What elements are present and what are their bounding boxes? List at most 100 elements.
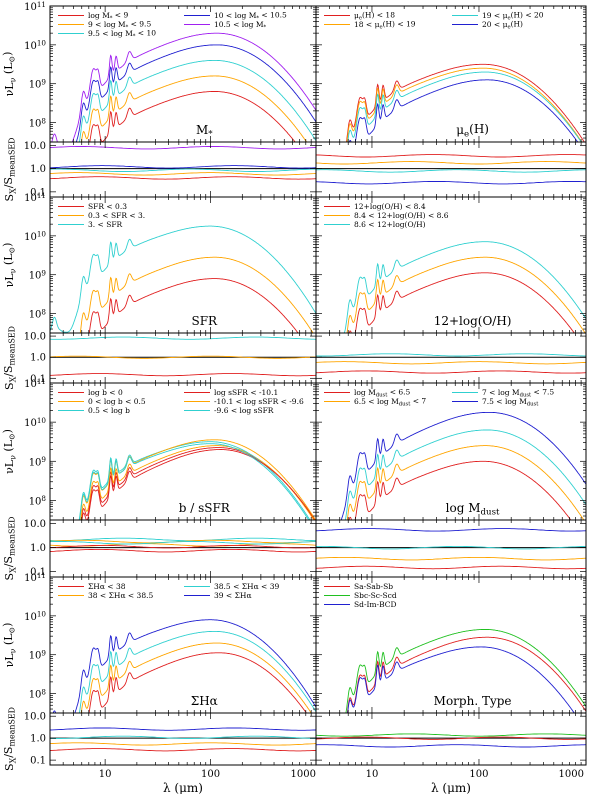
panel-label: log Mdust​ (446, 501, 500, 518)
ratio-ylabel: SX​/SmeanSED​ (2, 138, 17, 202)
legend-entry: 10.5 < log M*​ (214, 20, 267, 31)
legend-entry: Sbc-Sc-Scd (354, 591, 397, 600)
legend-entry: 6.5 < log Mdust​ < 7 (354, 396, 426, 407)
ratio-frame (315, 712, 587, 766)
panel-label: ΣHα (191, 694, 218, 708)
sed-line-mdust-2 (344, 429, 586, 520)
sed-line-sigmaha-0 (83, 652, 307, 713)
ratio-line-mstar-3 (50, 165, 316, 169)
panel-label: 12+log(O/H) (434, 314, 512, 328)
panel-oh: 12+log(O/H) 12+log(O/H) < 8.48.4 < 12+log… (315, 196, 587, 384)
legend-entry: 38.5 < ΣHα < 39 (214, 582, 279, 591)
ratio-line-mue-2 (316, 169, 586, 173)
ratio-ylabel: SX​/SmeanSED​ (2, 517, 17, 581)
ratio-line-mue-1 (316, 161, 586, 165)
sed-tick-label: 109​ (29, 77, 47, 90)
ratio-tick-label: 1.0 (30, 164, 46, 175)
legend-entry: 8.4 < 12+log(O/H) < 8.6 (354, 211, 449, 220)
legend-entry: log sSFR < -10.1 (214, 388, 278, 397)
legend-entry: 12+log(O/H) < 8.4 (354, 202, 426, 211)
ratio-ylabel: SX​/SmeanSED​ (2, 326, 17, 390)
sed-tick-label: 1011​ (24, 0, 46, 13)
ratio-frame (49, 712, 317, 766)
sed-tick-label: 1010​ (24, 610, 46, 623)
sed-line-morph-1 (345, 629, 586, 713)
legend-entry: log Mdust​ < 6.5 (354, 387, 411, 398)
sed-tick-label: 1010​ (24, 230, 46, 243)
ratio-line-mstar-2 (50, 168, 316, 172)
x-tick-label: 1000 (559, 769, 584, 780)
sed-line-bssfr-2 (78, 441, 311, 520)
legend-entry: 0 < log b < 0.5 (88, 397, 146, 406)
x-tick-label: 1000 (291, 769, 316, 780)
x-tick-label: 10 (99, 769, 112, 780)
sed-line-mdust-1 (346, 445, 585, 520)
sed-ylabel: νLν​ (L⊙​) (1, 243, 17, 288)
panel-mdust: log Mdust​ log Mdust​ < 6.56.5 < log Mdus… (315, 382, 587, 578)
legend-entry: 18 < μe​(H) < 19 (354, 19, 416, 30)
ratio-tick-label: 1.0 (30, 353, 46, 364)
ratio-tick-label: 10.0 (24, 519, 46, 530)
sed-ylabel: νLν​ (L⊙​) (1, 623, 17, 668)
ratio-line-morph-0 (316, 736, 586, 740)
ratio-line-mdust-1 (316, 556, 586, 561)
panel-label: μe​(H) (456, 122, 489, 140)
x-tick-label: 10 (366, 769, 379, 780)
ratio-line-sfr-2 (50, 336, 316, 340)
panel-label: Morph. Type (434, 694, 512, 708)
sed-line-oh-0 (348, 272, 575, 333)
sed-tick-label: 1010​ (24, 416, 46, 429)
legend-entry: 8.6 < 12+log(O/H) (354, 220, 426, 229)
ratio-tick-label: 1.0 (30, 734, 46, 745)
sed-tick-label: 109​ (29, 648, 47, 661)
legend-entry: Sd-Im-BCD (354, 600, 396, 609)
ratio-line-sigmaha-1 (50, 742, 316, 746)
ratio-line-sigmaha-3 (50, 727, 316, 731)
legend-entry: 9 < log M*​ < 9.5 (88, 19, 151, 30)
legend-entry: 0.3 < SFR < 3. (88, 211, 145, 220)
ratio-line-mstar-0 (50, 176, 316, 180)
sed-line-mue-0 (345, 63, 585, 142)
sed-line-sfr-0 (88, 278, 299, 333)
legend-entry: 9.5 < log M*​ < 10 (88, 28, 156, 39)
legend-entry: -9.6 < log sSFR (214, 406, 274, 415)
ratio-line-oh-0 (316, 370, 586, 374)
sed-tick-label: 108​ (29, 494, 47, 507)
ratio-line-oh-1 (316, 361, 586, 365)
legend-entry: log M*​ < 9 (88, 10, 128, 21)
ratio-tick-label: 0.1 (30, 567, 46, 578)
ratio-line-bssfr-2 (50, 537, 316, 542)
sed-line-mstar-2 (78, 59, 316, 142)
sed-ylabel: νLν​ (L⊙​) (1, 52, 17, 97)
ratio-line-sfr-1 (50, 355, 316, 359)
ratio-line-mdust-3 (316, 528, 586, 532)
legend-entry: 0.5 < log b (88, 406, 130, 415)
ratio-frame (49, 519, 317, 578)
sed-line-morph-2 (347, 646, 575, 713)
ratio-tick-label: 0.1 (30, 187, 46, 198)
sed-line-bssfr-1 (80, 445, 315, 520)
sed-tick-label: 1011​ (24, 377, 46, 390)
sed-line-bssfr-3 (81, 449, 316, 520)
sed-line-mstar-1 (81, 75, 308, 142)
sed-tick-label: 1011​ (24, 571, 46, 584)
ratio-tick-label: 0.1 (30, 756, 46, 767)
ratio-line-mstar-4 (50, 146, 316, 150)
ratio-tick-label: 1.0 (30, 543, 46, 554)
sed-line-mue-1 (346, 67, 583, 142)
panel-label: M*​ (196, 123, 213, 140)
legend-entry: 38 < ΣHα < 38.5 (88, 591, 153, 600)
sed-tick-label: 108​ (29, 307, 47, 320)
legend-entry: log b < 0 (88, 388, 123, 397)
sed-tick-label: 1011​ (24, 191, 46, 204)
sed-line-mue-2 (347, 71, 582, 142)
ratio-line-morph-1 (316, 733, 586, 737)
legend-entry: 7 < log Mdust​ < 7.5 (482, 387, 554, 398)
sed-line-sigmaha-2 (78, 630, 316, 713)
sed-line-mstar-4 (51, 32, 316, 142)
sed-line-mstar-3 (75, 44, 316, 142)
